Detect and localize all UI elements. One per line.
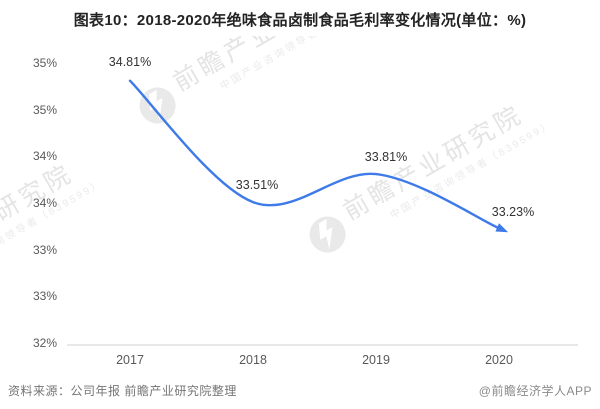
y-tick-label: 33% xyxy=(32,289,57,304)
brand-credit: @前瞻经济学人APP xyxy=(478,384,592,398)
arrowhead-icon xyxy=(495,223,509,233)
chart-area: 前瞻产业研究院 中国产业咨询领导者（839599） 前瞻产业研究院 中国产业咨询… xyxy=(0,36,600,370)
y-tick-label: 33% xyxy=(32,242,57,257)
data-label: 33.81% xyxy=(364,150,408,165)
y-tick-label: 32% xyxy=(32,336,57,350)
data-label: 33.51% xyxy=(235,178,279,193)
y-tick-label: 34% xyxy=(32,196,57,210)
x-tick-label: 2020 xyxy=(485,353,513,367)
y-tick-label: 35% xyxy=(32,56,57,70)
data-label: 33.23% xyxy=(491,205,535,220)
data-source-note: 资料来源：公司年报 前瞻产业研究院整理 xyxy=(8,384,237,398)
x-tick-label: 2017 xyxy=(116,353,144,367)
y-tick-label: 34% xyxy=(32,149,57,164)
data-label: 34.81% xyxy=(108,54,152,69)
line-chart xyxy=(67,79,578,346)
y-tick-label: 35% xyxy=(32,102,57,117)
line-series xyxy=(128,79,501,230)
x-tick-label: 2018 xyxy=(239,353,267,367)
x-tick-label: 2019 xyxy=(362,353,390,367)
page-title: 图表10：2018-2020年绝味食品卤制食品毛利率变化情况(单位：%) xyxy=(73,12,527,29)
